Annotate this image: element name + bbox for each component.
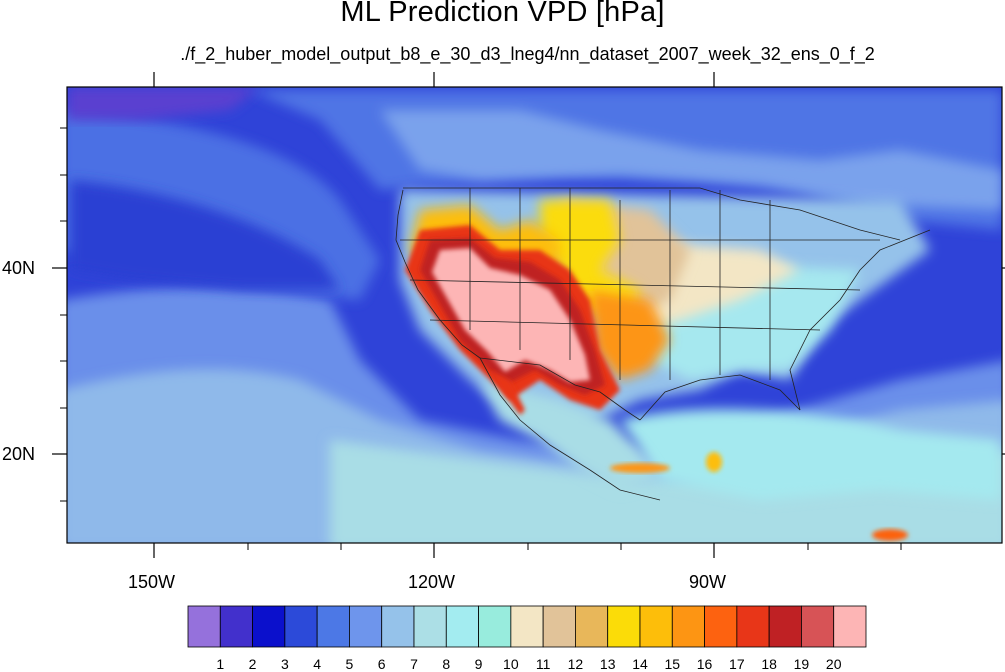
texas — [590, 290, 670, 380]
lon-label-120w: 120W — [408, 572, 456, 592]
us-mexico-border — [479, 357, 641, 421]
colorbar-box — [381, 605, 415, 648]
colorbar-label: 19 — [793, 656, 810, 672]
minor-ticks — [60, 127, 902, 550]
colorbar-label: 10 — [503, 656, 519, 672]
colorbar-box — [736, 605, 770, 648]
colorbar-box — [768, 605, 802, 648]
colorbar-box — [510, 605, 544, 648]
colorbar-box — [445, 605, 479, 648]
colorbar-box — [187, 605, 221, 648]
colorbar-label: 12 — [567, 656, 584, 672]
map-title: ML Prediction VPD [hPa] — [340, 0, 665, 28]
colorbar-box — [478, 605, 512, 648]
colorbar-label: 5 — [345, 656, 354, 672]
canada-light — [380, 110, 1002, 210]
colorbar-box — [671, 605, 705, 648]
central-america-patch — [610, 463, 670, 473]
colorbar-label: 11 — [535, 656, 551, 672]
east-coast — [789, 229, 931, 411]
lon-label-150w: 150W — [128, 572, 176, 592]
colorbar-box — [801, 605, 835, 648]
colorbar-label: 20 — [825, 656, 842, 672]
colorbar-label: 18 — [761, 656, 777, 672]
rockies-yellow — [540, 200, 640, 320]
baja — [490, 370, 525, 415]
vpd-field — [67, 87, 1002, 543]
colorbar-label: 8 — [442, 656, 451, 672]
colorbar-label: 1 — [216, 656, 225, 672]
mexico — [480, 380, 660, 490]
boundaries — [395, 187, 931, 501]
map-subtitle: ./f_2_huber_model_output_b8_e_30_d3_lneg… — [180, 44, 875, 64]
colorbar-label: 6 — [377, 656, 386, 672]
colorbar-box — [413, 605, 447, 648]
arctic-strip — [67, 87, 260, 120]
tropical-band — [330, 440, 1002, 543]
colorbar-box — [542, 605, 576, 648]
colorbar-label: 9 — [474, 656, 483, 672]
colorbar-box — [349, 605, 383, 648]
gulf-of-alaska — [70, 180, 340, 290]
colorbar-label: 17 — [729, 656, 745, 672]
caribbean — [620, 409, 1000, 500]
caribbean-patch — [872, 529, 908, 541]
colorbar-label: 4 — [313, 656, 322, 672]
colorbar-box — [607, 605, 641, 648]
colorbar-label: 15 — [664, 656, 681, 672]
gulf-coast — [639, 374, 801, 421]
colorbar-label: 16 — [696, 656, 713, 672]
colorbar-box — [284, 605, 318, 648]
lat-label-20n: 20N — [2, 444, 36, 464]
colorbar-label: 7 — [410, 656, 418, 672]
colorbar-box — [575, 605, 609, 648]
colorbar-box — [219, 605, 253, 648]
colorbar-box — [639, 605, 673, 648]
colorbar-label: 2 — [248, 656, 257, 672]
colorbar-label: 13 — [599, 656, 616, 672]
lon-label-90w: 90W — [689, 572, 727, 592]
colorbar — [187, 605, 867, 648]
state-lines-2 — [400, 239, 880, 331]
colorbar-box — [252, 605, 286, 648]
us-west-coast — [395, 189, 481, 359]
colorbar-box — [316, 605, 350, 648]
colorbar-box — [833, 605, 867, 648]
colorbar-box — [704, 605, 738, 648]
colorbar-label: 3 — [280, 656, 289, 672]
yucatan-patch — [706, 452, 722, 472]
mexico-coast — [479, 357, 661, 501]
lat-label-40n: 40N — [2, 258, 36, 278]
state-lines-1 — [469, 188, 771, 380]
colorbar-label: 14 — [632, 656, 648, 672]
